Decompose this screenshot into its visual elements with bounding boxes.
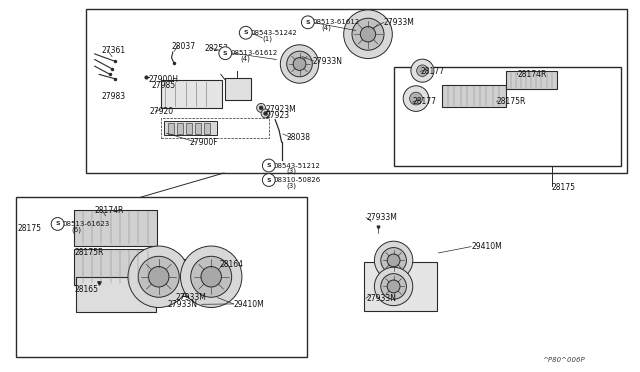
Ellipse shape: [410, 92, 422, 105]
Bar: [161, 80, 222, 108]
Text: 27900F: 27900F: [189, 138, 218, 147]
Bar: [86, 9, 627, 173]
Text: 27933N: 27933N: [366, 294, 396, 303]
Text: 29410M: 29410M: [234, 300, 264, 309]
Text: (3): (3): [287, 168, 297, 174]
Text: 27933M: 27933M: [175, 293, 206, 302]
Text: ^P80^006P: ^P80^006P: [542, 357, 584, 363]
Ellipse shape: [261, 109, 270, 118]
Ellipse shape: [239, 26, 252, 39]
Text: 29410M: 29410M: [471, 242, 502, 251]
Ellipse shape: [374, 241, 413, 280]
Text: 28037: 28037: [172, 42, 196, 51]
Ellipse shape: [280, 45, 319, 83]
Bar: [195, 123, 201, 134]
Text: 27933N: 27933N: [312, 57, 342, 65]
Ellipse shape: [352, 18, 384, 50]
Text: 28038: 28038: [287, 133, 311, 142]
Bar: [394, 67, 621, 166]
Text: 28174R: 28174R: [95, 206, 124, 215]
Text: 28177: 28177: [420, 67, 445, 76]
Text: 27983: 27983: [101, 92, 125, 101]
Text: 27923: 27923: [266, 111, 290, 120]
Ellipse shape: [360, 26, 376, 42]
Bar: [74, 249, 157, 285]
Text: 27933N: 27933N: [167, 300, 197, 309]
Text: S: S: [266, 177, 271, 183]
Text: S: S: [243, 30, 248, 35]
Ellipse shape: [411, 59, 434, 82]
Ellipse shape: [264, 112, 268, 115]
Text: 08513-61612: 08513-61612: [312, 19, 360, 25]
Text: 28177: 28177: [412, 97, 436, 106]
Text: S: S: [55, 221, 60, 227]
Ellipse shape: [128, 246, 189, 308]
Text: 08310-50826: 08310-50826: [274, 177, 321, 183]
Text: 28165: 28165: [74, 285, 99, 294]
Text: 27361: 27361: [101, 46, 125, 55]
Ellipse shape: [387, 280, 400, 293]
Text: 08543-51242: 08543-51242: [251, 30, 298, 36]
Ellipse shape: [262, 174, 275, 186]
Bar: [225, 78, 251, 100]
Bar: [186, 123, 192, 134]
Text: (4): (4): [240, 55, 250, 62]
Text: 28253: 28253: [205, 44, 229, 53]
Text: 28175: 28175: [552, 183, 576, 192]
Bar: [364, 262, 437, 311]
Ellipse shape: [259, 106, 263, 110]
Text: (3): (3): [287, 182, 297, 189]
Ellipse shape: [191, 256, 232, 297]
Text: 08513-61623: 08513-61623: [63, 221, 110, 227]
Text: 27923M: 27923M: [266, 105, 296, 114]
Text: 28175: 28175: [17, 224, 41, 233]
Text: (1): (1): [262, 35, 273, 42]
Text: 28164: 28164: [220, 260, 244, 269]
Text: 08513-61612: 08513-61612: [230, 50, 278, 56]
Bar: [204, 123, 210, 134]
Ellipse shape: [262, 159, 275, 172]
Text: S: S: [305, 20, 310, 25]
Bar: [164, 121, 217, 135]
Bar: [16, 197, 307, 357]
Text: S: S: [223, 51, 228, 56]
Text: S: S: [266, 163, 271, 168]
Text: 28175R: 28175R: [74, 248, 104, 257]
Ellipse shape: [381, 248, 406, 273]
Ellipse shape: [201, 266, 221, 287]
Bar: [177, 123, 183, 134]
Text: 28174R: 28174R: [517, 70, 547, 79]
Ellipse shape: [180, 246, 242, 308]
Bar: [442, 85, 506, 107]
Bar: [160, 259, 234, 296]
Ellipse shape: [287, 51, 312, 77]
Ellipse shape: [344, 10, 392, 58]
Ellipse shape: [148, 266, 169, 287]
Text: 28175R: 28175R: [497, 97, 526, 106]
Text: 27933M: 27933M: [366, 213, 397, 222]
Text: 27900H: 27900H: [148, 75, 179, 84]
Ellipse shape: [417, 65, 428, 76]
Bar: [168, 123, 174, 134]
Text: 08543-51212: 08543-51212: [274, 163, 321, 169]
Ellipse shape: [293, 58, 306, 70]
Ellipse shape: [138, 256, 179, 297]
Text: (6): (6): [72, 226, 82, 233]
Ellipse shape: [219, 47, 232, 60]
Text: (4): (4): [321, 25, 331, 31]
Bar: [506, 71, 557, 89]
Text: 27985: 27985: [152, 81, 176, 90]
Text: 27920: 27920: [149, 107, 173, 116]
Ellipse shape: [374, 267, 413, 306]
Text: 27933M: 27933M: [384, 18, 415, 27]
Ellipse shape: [403, 86, 429, 111]
Ellipse shape: [257, 103, 266, 112]
Ellipse shape: [301, 16, 314, 29]
Ellipse shape: [51, 218, 64, 230]
Ellipse shape: [387, 254, 400, 267]
Bar: [76, 277, 156, 312]
Bar: [74, 210, 157, 246]
Ellipse shape: [381, 274, 406, 299]
